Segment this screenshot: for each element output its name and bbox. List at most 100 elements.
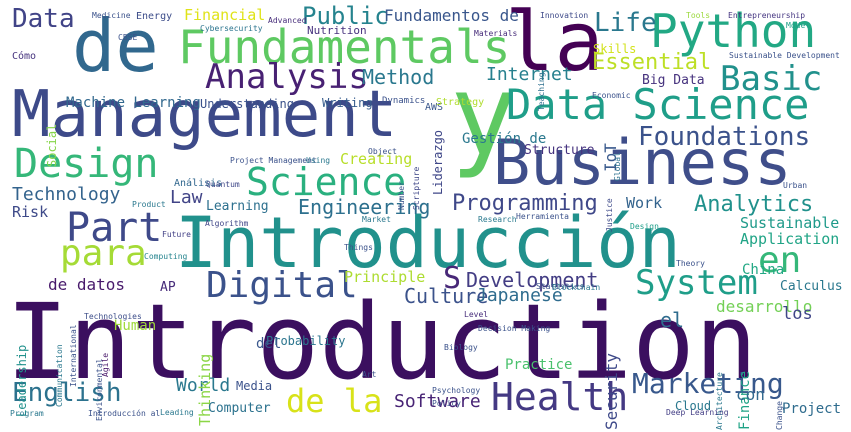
cloud-word-structure: Structure: [524, 143, 595, 158]
cloud-word-probability: Probability: [266, 334, 346, 348]
cloud-word-digital: Digital: [206, 265, 358, 306]
cloud-word-human: Human: [114, 318, 157, 334]
cloud-word-ap: AP: [160, 280, 176, 295]
cloud-word-gestion-de: Gestión de: [462, 131, 547, 147]
cloud-word-creating: Creating: [340, 150, 413, 168]
cloud-word-foundations: Foundations: [638, 122, 811, 152]
cloud-word-china: China: [742, 262, 785, 278]
cloud-word-product: Product: [132, 200, 166, 209]
cloud-word-psychology: Psychology: [432, 386, 481, 395]
cloud-word-nutrition: Nutrition: [307, 24, 367, 37]
cloud-word-materials: Materials: [474, 29, 518, 38]
cloud-word-justice: Justice: [605, 198, 614, 232]
cloud-word-de-datos: de datos: [48, 275, 126, 294]
cloud-word-using: Using: [306, 156, 331, 165]
cloud-word-herramienta: Herramienta: [516, 212, 569, 221]
cloud-word-biology: Biology: [444, 343, 478, 352]
cloud-word-desarrollo: desarrollo: [716, 297, 813, 316]
cloud-word-y: y: [450, 51, 518, 181]
cloud-word-business: Business: [493, 126, 792, 199]
cloud-word-algorithm: Algorithm: [205, 219, 249, 228]
cloud-word-advanced: Advanced: [268, 16, 307, 25]
cloud-word-change: Change: [775, 401, 784, 430]
cloud-word-urban: Urban: [783, 181, 808, 190]
cloud-word-system: System: [635, 263, 758, 303]
cloud-word-practice: Practice: [505, 357, 573, 373]
cloud-word-culture: Culture: [404, 284, 489, 308]
cloud-word-design: Design: [14, 141, 159, 187]
cloud-word-analysis: Analysis: [205, 57, 369, 97]
cloud-word-economic: Economic: [592, 91, 631, 100]
cloud-word-security: Security: [602, 352, 621, 430]
cloud-word-program: Program: [10, 409, 44, 418]
cloud-word-cybersecurity: Cybersecurity: [200, 24, 263, 33]
cloud-word-data-science: Data Science: [506, 80, 810, 129]
cloud-word-financial: Financial: [184, 6, 266, 24]
cloud-word-blockchain: Blockchain: [552, 283, 601, 292]
cloud-word-entrepreneurship: Entrepreneurship: [728, 11, 806, 20]
cloud-word-health: Health: [491, 375, 629, 419]
cloud-word-life: Life: [594, 8, 657, 38]
cloud-word-leading: Leading: [160, 408, 194, 417]
cloud-word-para: para: [60, 233, 147, 274]
cloud-word-model: Model: [786, 21, 811, 30]
cloud-word-writing: Writing: [322, 96, 373, 110]
cloud-word-environmental: Environmental: [95, 358, 104, 421]
cloud-word-level: Level: [464, 310, 489, 319]
cloud-word-object: Object: [368, 147, 397, 156]
cloud-word-calculus: Calculus: [780, 279, 843, 294]
cloud-word-project: Project: [782, 401, 842, 417]
cloud-word-el: el: [660, 308, 685, 332]
cloud-word-risk: Risk: [12, 203, 49, 221]
cloud-word-la: la: [505, 0, 604, 90]
cloud-word-understanding: Understanding: [200, 97, 294, 111]
cloud-word-liderazgo: Liderazgo: [431, 129, 445, 195]
cloud-word-cloud: Cloud: [675, 399, 712, 413]
cloud-word-number: Number: [397, 181, 406, 210]
cloud-word-como: Cómo: [12, 51, 37, 62]
cloud-word-introduccion: Introducción: [175, 202, 681, 284]
cloud-word-communication: Communication: [55, 344, 64, 407]
cloud-word-introduccion-al: Introducción al: [88, 409, 161, 418]
cloud-word-work: Work: [626, 194, 663, 212]
cloud-word-energy: Energy: [136, 11, 173, 22]
cloud-word-statistics: Statistics: [536, 282, 585, 291]
cloud-word-theory: Theory: [676, 259, 705, 268]
cloud-word-cbse: CBSE: [118, 33, 138, 42]
cloud-word-deep-learning: Deep Learning: [666, 408, 729, 417]
cloud-word-project-management: Project Management: [230, 156, 317, 165]
cloud-word-marketing: Marketing: [632, 367, 784, 400]
cloud-word-market: Market: [362, 215, 391, 224]
cloud-word-research: Research: [478, 215, 517, 224]
cloud-word-fundamentos-de: Fundamentos de: [384, 6, 519, 25]
cloud-word-science: Science: [246, 160, 407, 204]
cloud-word-sustainable-development: Sustainable Development: [729, 51, 840, 60]
cloud-word-innovation: Innovation: [540, 11, 589, 20]
cloud-word-con: con: [736, 385, 765, 404]
cloud-word-sustainable: Sustainable: [740, 214, 840, 232]
cloud-word-del: del: [256, 336, 282, 352]
cloud-word-management: Management: [12, 78, 398, 152]
cloud-word-computer: Computer: [208, 401, 271, 416]
cloud-word-python: Python: [650, 4, 817, 58]
cloud-word-programming: Programming: [452, 191, 598, 216]
cloud-word-technology: Technology: [12, 184, 121, 205]
cloud-word-international: International: [69, 324, 78, 387]
cloud-word-medicine: Medicine: [92, 11, 131, 20]
cloud-word-quantum: Quantum: [206, 180, 240, 189]
cloud-word-design: Design: [630, 222, 659, 231]
cloud-word-strategy: Strategy: [436, 97, 485, 108]
cloud-word-japanese: Japanese: [476, 285, 563, 306]
cloud-word-future: Future: [162, 230, 191, 239]
cloud-word-de-la: de la: [286, 382, 383, 420]
cloud-word-fundamentals: Fundamentals: [178, 20, 511, 74]
cloud-word-aws: AWS: [425, 102, 444, 113]
cloud-word-method: Method: [362, 65, 435, 89]
cloud-word-internet: Internet: [486, 64, 573, 85]
cloud-word-application: Application: [740, 230, 840, 248]
cloud-word-policy: Policy: [432, 399, 461, 408]
cloud-word-decision-making: Decision Making: [478, 324, 551, 333]
cloud-word-architecture: Architecture: [715, 372, 724, 430]
cloud-word-skills: Skills: [593, 42, 637, 56]
cloud-word-los: los: [782, 304, 813, 324]
